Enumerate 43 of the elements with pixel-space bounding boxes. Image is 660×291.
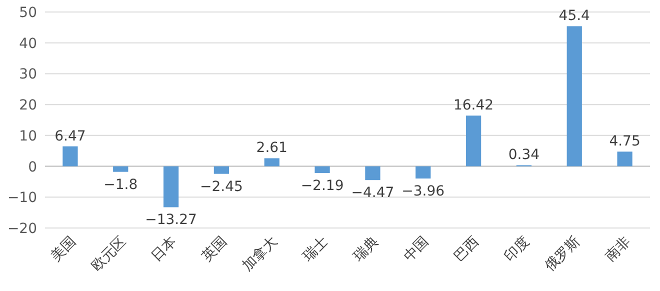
bar (214, 166, 230, 174)
x-tick-label: 巴西 (451, 234, 482, 265)
bar (163, 166, 179, 208)
x-tick-label: 美国 (48, 234, 80, 265)
x-tick-label: 中国 (400, 234, 432, 265)
data-label: 2.61 (256, 140, 288, 156)
data-label: 16.42 (453, 98, 494, 114)
data-label: −2.45 (200, 178, 243, 195)
y-tick-label: −10 (7, 190, 37, 206)
x-tick-label: 南非 (602, 234, 634, 265)
x-tick-label: 瑞士 (300, 234, 332, 265)
data-label: 0.34 (508, 147, 540, 164)
bar (264, 158, 280, 166)
x-tick-label: 英国 (199, 234, 230, 265)
y-tick-label: 10 (19, 128, 37, 144)
x-tick-label: 加拿大 (240, 234, 281, 275)
x-tick-label: 瑞典 (350, 234, 382, 265)
y-tick-label: 0 (28, 159, 37, 176)
y-tick-label: 40 (19, 36, 37, 52)
x-tick-label: 印度 (502, 234, 533, 265)
data-label: −3.96 (402, 184, 445, 200)
y-tick-label: 20 (19, 98, 37, 114)
y-tick-label: 50 (19, 5, 37, 21)
bar (62, 146, 78, 166)
x-tick-label: 日本 (148, 234, 180, 265)
data-label: 6.47 (54, 128, 86, 144)
bar (617, 152, 632, 166)
data-label: 4.75 (609, 134, 640, 150)
data-label: −1.8 (104, 176, 138, 193)
bar (466, 116, 482, 166)
data-label: −4.47 (351, 185, 394, 202)
bar (416, 166, 431, 179)
y-tick-label: 30 (19, 66, 37, 83)
x-tick-label: 欧元区 (88, 234, 130, 275)
data-label: −2.19 (300, 178, 344, 194)
data-label: −13.27 (145, 212, 197, 228)
bar (113, 166, 128, 172)
bar (566, 26, 582, 166)
y-tick-label: −20 (7, 221, 37, 237)
bar (314, 166, 330, 174)
x-tick-label: 俄罗斯 (542, 234, 584, 275)
data-label: 45.4 (558, 8, 590, 24)
bar (365, 166, 380, 180)
